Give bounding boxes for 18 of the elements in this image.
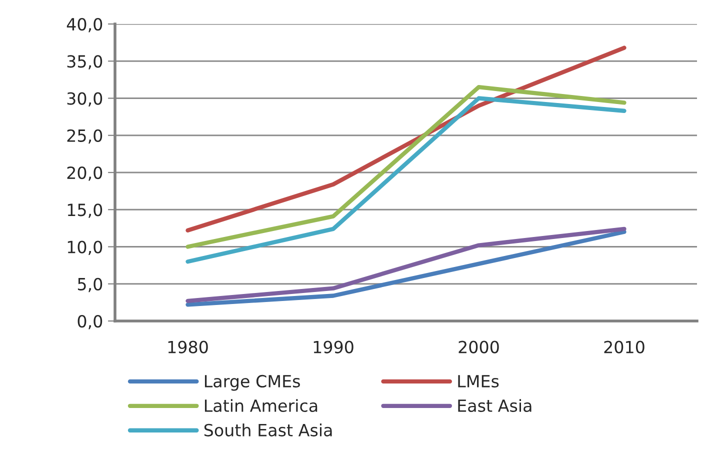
y-tick-label: 20,0 [67,166,102,181]
legend-label: Large CMEs [204,374,300,391]
y-tick-label: 15,0 [68,204,102,218]
y-tick-label: 30,0 [67,92,102,107]
y-tick-label: 0,0 [78,314,102,330]
x-tick-label: 1980 [168,340,208,354]
y-tick-label: 5,0 [78,278,102,292]
y-tick-label: 40,0 [66,18,102,32]
legend-label: Latin America [204,399,318,412]
legend-label: East Asia [458,399,532,412]
x-tick-label: 2010 [604,340,644,354]
y-tick-label: 10,0 [68,240,102,256]
x-tick-label: 2000 [458,340,499,354]
legend-label: LMEs [458,375,499,388]
y-tick-label: 35,0 [67,55,102,70]
x-tick-label: 1990 [314,340,354,354]
y-tick-label: 25,0 [67,129,102,144]
legend-label: South East Asia [204,424,332,436]
